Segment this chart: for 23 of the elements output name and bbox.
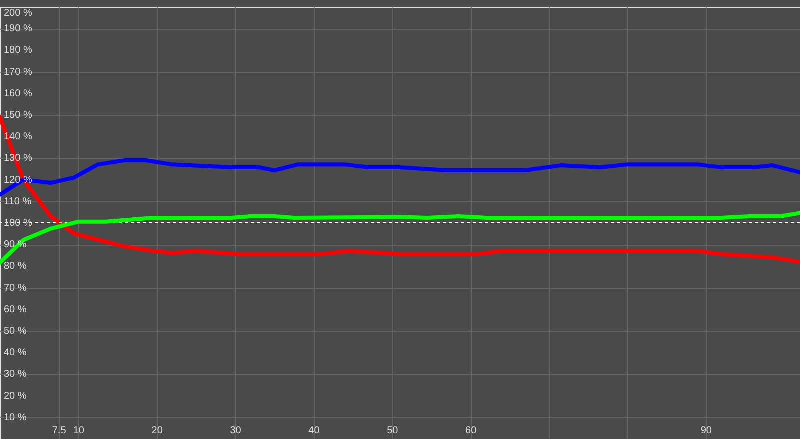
x-tick-label: 40	[308, 426, 320, 436]
y-tick-label: 20 %	[4, 390, 27, 402]
y-tick-label: 160 %	[4, 88, 32, 100]
y-tick-label: 170 %	[4, 66, 32, 78]
y-tick-label: 50 %	[4, 326, 27, 337]
y-tick-label: 110 %	[4, 196, 32, 208]
x-tick-label: 60	[466, 426, 478, 436]
x-tick-label: 90	[700, 426, 712, 436]
x-tick-label: 50	[387, 426, 399, 436]
y-tick-label: 10 %	[4, 412, 27, 424]
y-tick-label: 60 %	[4, 304, 27, 316]
y-tick-label: 40 %	[4, 348, 27, 359]
y-tick-label: 30 %	[4, 369, 27, 380]
y-tick-label: 70 %	[4, 282, 27, 294]
y-tick-label: 150 %	[4, 110, 32, 121]
y-tick-label: 180 %	[4, 45, 32, 56]
x-tick-label: 30	[230, 426, 242, 436]
x-tick-label: 7.5	[52, 426, 67, 436]
x-tick-label: 10	[73, 426, 85, 436]
x-tick-label: 20	[152, 426, 164, 436]
y-tick-label: 190 %	[4, 24, 32, 35]
y-tick-label: 80 %	[4, 261, 27, 272]
y-tick-label: 200 %	[4, 8, 32, 19]
